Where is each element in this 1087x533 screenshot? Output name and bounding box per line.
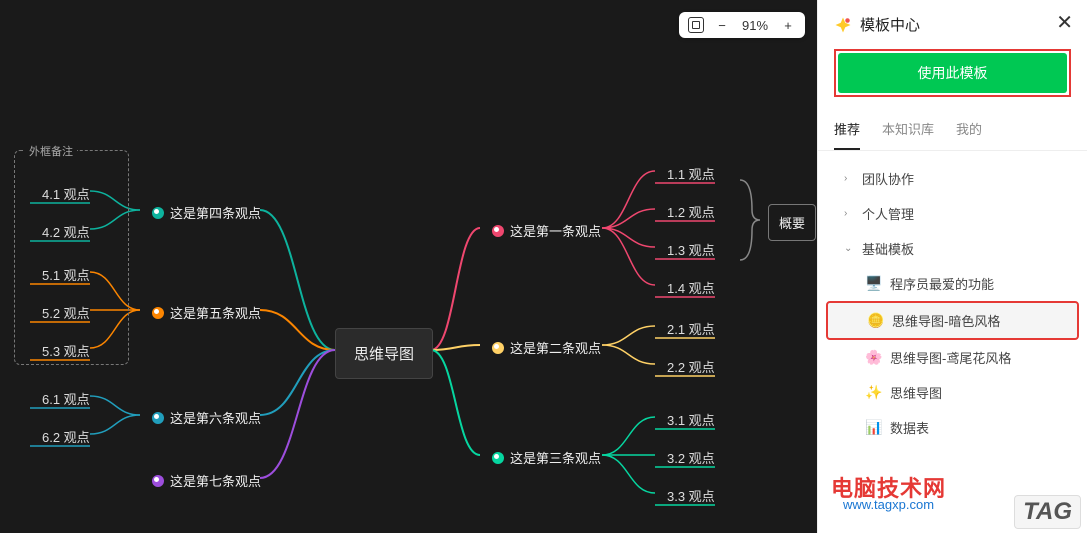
left-leaf-2-1[interactable]: 6.2 观点 <box>30 422 102 451</box>
tree-item-label: 团队协作 <box>862 169 914 188</box>
right-leaf-2-2[interactable]: 3.3 观点 <box>655 481 727 510</box>
right-leaf-0-3[interactable]: 1.4 观点 <box>655 273 727 302</box>
left-branch-1[interactable]: 这是第五条观点 <box>140 298 273 327</box>
template-tree: › 团队协作 › 个人管理 ⌄ 基础模板 🖥️ 程序员最爱的功能 🪙 思维导图-暗色风格 🌸 思维导图… <box>818 151 1087 533</box>
coin-icon: 🪙 <box>868 313 884 329</box>
right-leaf-0-2[interactable]: 1.3 观点 <box>655 235 727 264</box>
right-leaf-0-1[interactable]: 1.2 观点 <box>655 197 727 226</box>
right-leaf-1-0[interactable]: 2.1 观点 <box>655 314 727 343</box>
zoom-value: 91% <box>739 18 771 33</box>
left-branch-2[interactable]: 这是第六条观点 <box>140 403 273 432</box>
sidebar-header: 模板中心 <box>818 0 1087 49</box>
zoom-out-button[interactable]: − <box>713 16 731 34</box>
flower-icon: 🌸 <box>866 350 882 366</box>
sidebar-tabs: 推荐本知识库我的 <box>818 111 1087 151</box>
note-frame-title: 外框备注 <box>25 143 77 159</box>
left-branch-3[interactable]: 这是第七条观点 <box>140 466 273 495</box>
chevron-icon: › <box>844 208 854 219</box>
sparkle-icon: ✨ <box>866 385 882 401</box>
right-leaf-1-1[interactable]: 2.2 观点 <box>655 352 727 381</box>
tree-item-2[interactable]: ⌄ 基础模板 <box>826 231 1079 266</box>
tree-item-1[interactable]: › 个人管理 <box>826 196 1079 231</box>
tree-item-label: 思维导图-暗色风格 <box>892 311 1000 330</box>
right-leaf-2-0[interactable]: 3.1 观点 <box>655 405 727 434</box>
template-center-icon <box>834 16 852 34</box>
chevron-icon: › <box>844 173 854 184</box>
tree-item-label: 程序员最爱的功能 <box>890 274 994 293</box>
monitor-icon: 🖥️ <box>866 276 882 292</box>
close-sidebar-button[interactable]: ✕ <box>1056 10 1073 35</box>
tree-item-7[interactable]: 📊 数据表 <box>826 410 1079 445</box>
tree-item-3[interactable]: 🖥️ 程序员最爱的功能 <box>826 266 1079 301</box>
fit-screen-button[interactable] <box>687 16 705 34</box>
tree-item-5[interactable]: 🌸 思维导图-鸢尾花风格 <box>826 340 1079 375</box>
left-branch-0[interactable]: 这是第四条观点 <box>140 198 273 227</box>
tree-item-6[interactable]: ✨ 思维导图 <box>826 375 1079 410</box>
right-leaf-0-0[interactable]: 1.1 观点 <box>655 159 727 188</box>
chevron-icon: ⌄ <box>844 243 854 254</box>
mindmap-nodes: 思维导图 这是第一条观点 1.1 观点 1.2 观点 1.3 观点 1.4 观点这是第二条… <box>0 0 817 533</box>
right-leaf-2-1[interactable]: 3.2 观点 <box>655 443 727 472</box>
right-branch-1[interactable]: 这是第二条观点 <box>480 333 613 362</box>
zoom-in-button[interactable]: + <box>779 16 797 34</box>
tab-1[interactable]: 本知识库 <box>882 111 934 150</box>
fit-icon <box>688 17 704 33</box>
tree-item-0[interactable]: › 团队协作 <box>826 161 1079 196</box>
template-sidebar: ✕ 模板中心 使用此模板 推荐本知识库我的 › 团队协作 › 个人管理 ⌄ 基础模板 🖥️ 程… <box>817 0 1087 533</box>
zoom-toolbar: − 91% + <box>679 12 805 38</box>
use-template-button[interactable]: 使用此模板 <box>838 53 1067 93</box>
mindmap-canvas[interactable]: 思维导图 这是第一条观点 1.1 观点 1.2 观点 1.3 观点 1.4 观点这是第二条… <box>0 0 817 533</box>
sidebar-title: 模板中心 <box>860 14 920 35</box>
use-template-highlight: 使用此模板 <box>834 49 1071 97</box>
use-template-wrap: 使用此模板 <box>818 49 1087 111</box>
note-frame[interactable]: 外框备注 <box>14 150 129 365</box>
tree-item-label: 思维导图 <box>890 383 942 402</box>
tree-item-4[interactable]: 🪙 思维导图-暗色风格 <box>826 301 1079 340</box>
tab-2[interactable]: 我的 <box>956 111 982 150</box>
tab-0[interactable]: 推荐 <box>834 111 860 150</box>
tree-item-label: 个人管理 <box>862 204 914 223</box>
center-node[interactable]: 思维导图 <box>335 328 433 379</box>
right-branch-2[interactable]: 这是第三条观点 <box>480 443 613 472</box>
tree-item-label: 基础模板 <box>862 239 914 258</box>
tree-item-label: 思维导图-鸢尾花风格 <box>890 348 1011 367</box>
chart-icon: 📊 <box>866 420 882 436</box>
summary-box[interactable]: 概要 <box>768 204 816 241</box>
right-branch-0[interactable]: 这是第一条观点 <box>480 216 613 245</box>
left-leaf-2-0[interactable]: 6.1 观点 <box>30 384 102 413</box>
tree-item-label: 数据表 <box>890 418 929 437</box>
